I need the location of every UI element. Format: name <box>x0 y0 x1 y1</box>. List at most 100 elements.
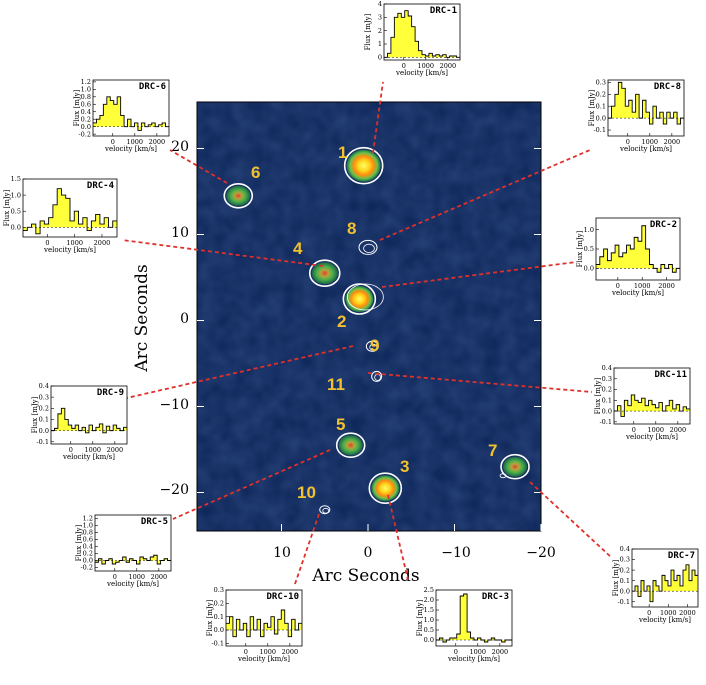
x-tick-label: 10 <box>273 545 291 561</box>
inset-y-tick-label: 0.2 <box>83 550 93 558</box>
inset-x-label: velocity [km/s] <box>625 433 678 441</box>
inset-x-tick-label: 0 <box>626 138 630 146</box>
inset-x-tick-label: 1000 <box>642 138 659 146</box>
inset-y-tick-label: 0.2 <box>596 90 606 98</box>
inset-x-tick-label: 1000 <box>85 446 102 454</box>
leader-line <box>372 81 384 154</box>
source-contour <box>369 343 378 351</box>
source-blob <box>311 262 338 285</box>
inset-x-tick-label: 2000 <box>151 573 168 581</box>
inset-x-label: velocity [km/s] <box>447 655 500 663</box>
inset-y-label: Flux [mJy] <box>416 599 424 636</box>
inset-x-tick-label: 0 <box>111 138 115 146</box>
inset-y-tick-label: 0.4 <box>83 543 93 551</box>
spectrum-inset: DRC-6 1.21.00.80.60.40.20.0-0.2 0 1000 2000v… <box>73 78 170 153</box>
inset-title: DRC-10 <box>266 592 299 602</box>
inset-y-tick-label: 0.4 <box>602 364 612 372</box>
source-label-10: 10 <box>297 483 316 502</box>
leader-line <box>367 372 593 393</box>
inset-frame <box>435 589 513 647</box>
inset-y-tick-label: -0.1 <box>599 418 612 426</box>
inset-x-tick-label: 2000 <box>149 138 166 146</box>
inset-y-label: Flux [mJy] <box>3 189 11 226</box>
source-label-6: 6 <box>251 163 260 182</box>
inset-y-tick-label: 0.4 <box>81 108 91 116</box>
leader-line <box>121 239 324 267</box>
inset-y-tick-label: 0.0 <box>602 407 612 415</box>
inset-y-tick-label: 0.8 <box>83 529 93 537</box>
source-contour <box>319 505 331 515</box>
inset-y-label: Flux [mJy] <box>75 524 83 561</box>
spectrum-inset: DRC-3 2.5 2.0 1.5 1.0 0.5 0.0 0 1000 2000velocity… <box>416 586 513 663</box>
inset-y-tick-label: 0.4 <box>620 545 630 553</box>
inset-y-tick-label: 1.0 <box>584 226 594 234</box>
inset-x-label: velocity [km/s] <box>106 580 159 588</box>
y-axis-title: Arc Seconds <box>132 264 152 372</box>
inset-x-tick-label: 0 <box>616 282 620 290</box>
inset-x-tick-label: 1000 <box>470 648 487 656</box>
source-blob <box>345 286 374 312</box>
source-contour <box>363 243 375 253</box>
inset-x-tick-label: 2000 <box>492 648 509 656</box>
spectrum-line <box>608 81 684 125</box>
inset-x-label: velocity [km/s] <box>237 655 290 663</box>
inset-x-tick-label: 0 <box>632 426 636 434</box>
inset-y-tick-label: 0.3 <box>214 586 224 594</box>
spectrum-fill <box>596 225 680 273</box>
inset-y-tick-label: 0.3 <box>596 79 606 87</box>
leader-line <box>172 449 331 520</box>
inset-x-tick-label: 0 <box>402 62 406 70</box>
inset-frame <box>50 385 128 445</box>
inset-y-tick-label: 0.0 <box>620 587 630 595</box>
source-label-9: 9 <box>370 336 379 355</box>
inset-y-tick-label: 0.0 <box>11 224 21 232</box>
inset-y-tick-label: 0.1 <box>39 416 49 424</box>
inset-y-tick-label: 2 <box>378 27 382 35</box>
source-blob <box>338 435 363 456</box>
inset-x-tick-label: 1000 <box>260 648 277 656</box>
inset-title: DRC-4 <box>87 181 115 191</box>
source-contour <box>223 183 254 209</box>
inset-frame <box>94 514 172 572</box>
leader-line <box>169 149 228 184</box>
source-labels: 1 2 3 4 5 6 7 8 9 10 11 <box>251 143 497 502</box>
inset-y-tick-label: 0.5 <box>11 207 21 215</box>
source-blob <box>503 456 528 477</box>
source-contour <box>346 283 384 311</box>
source-contour <box>308 259 341 288</box>
spectrum-inset: DRC-9 0.4 0.3 0.2 0.1 0.0 -0.1 0 1000 2000velocit… <box>31 382 128 461</box>
spectrum-inset: DRC-10 0.3 0.2 0.1 0.0 -0.1 0 1000 2000velocity … <box>206 586 303 663</box>
inset-y-tick-label: 0.0 <box>584 265 594 273</box>
inset-y-label: Flux [mJy] <box>576 230 584 267</box>
spectrum-inset: DRC-11 0.4 0.3 0.2 0.1 0.0 -0.1 0 1000 2000veloci… <box>594 364 691 441</box>
inset-y-tick-label: -0.1 <box>617 598 630 606</box>
inset-x-tick-label: 0 <box>113 573 117 581</box>
sky-map <box>196 101 542 532</box>
inset-title: DRC-8 <box>654 82 681 92</box>
inset-y-tick-label: 0.2 <box>39 405 49 413</box>
inset-y-tick-label: 0.3 <box>39 393 49 401</box>
inset-x-tick-label: 1000 <box>127 138 144 146</box>
inset-title: DRC-9 <box>97 388 124 398</box>
inset-y-tick-label: 0.2 <box>214 600 224 608</box>
spectrum-line <box>614 394 690 417</box>
inset-x-tick-label: 1000 <box>660 609 677 617</box>
inset-y-tick-label: 0.0 <box>39 427 49 435</box>
source-contour <box>371 370 383 382</box>
inset-y-tick-label: 1.2 <box>83 515 93 523</box>
source-contour <box>368 472 403 505</box>
inset-y-label: Flux [mJy] <box>364 13 372 50</box>
inset-plot-area <box>436 590 512 646</box>
inset-y-tick-label: -0.2 <box>78 130 91 138</box>
leader-line <box>387 494 409 581</box>
inset-x-tick-label: 1000 <box>66 239 83 247</box>
inset-x-label: velocity [km/s] <box>638 616 691 624</box>
inset-frame <box>92 79 170 137</box>
leader-lines <box>117 81 613 585</box>
inset-x-label: velocity [km/s] <box>43 246 96 254</box>
source-label-5: 5 <box>336 415 345 434</box>
